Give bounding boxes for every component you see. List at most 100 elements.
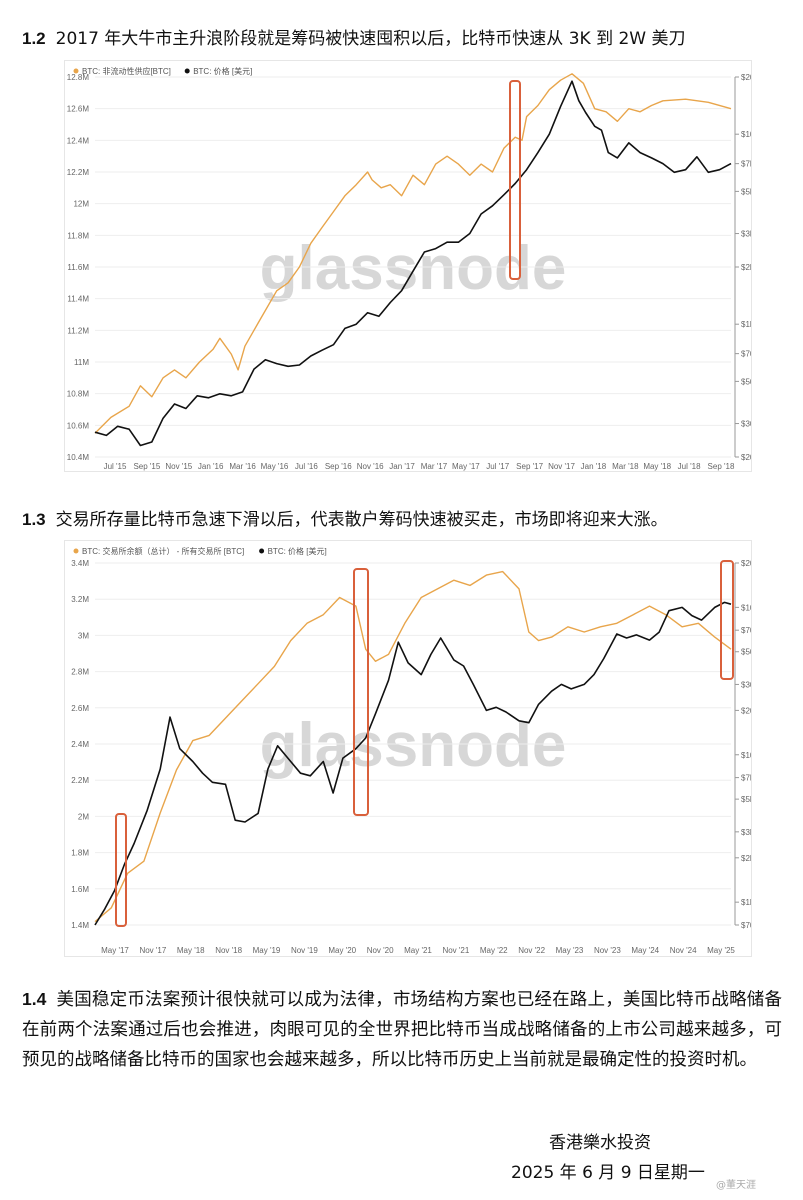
x-tick: May '16 bbox=[261, 462, 289, 471]
y-right-tick: $200 bbox=[741, 453, 751, 462]
legend-price-swatch bbox=[259, 548, 265, 554]
x-tick: Jan '18 bbox=[581, 462, 607, 471]
highlight-box bbox=[509, 80, 521, 280]
y-right-tick: $100k bbox=[741, 603, 751, 612]
x-tick: Nov '18 bbox=[215, 946, 242, 955]
y-right-tick: $70k bbox=[741, 626, 751, 635]
y-left-tick: 11.4M bbox=[67, 295, 89, 304]
x-tick: Nov '15 bbox=[165, 462, 192, 471]
y-right-tick: $10k bbox=[741, 751, 751, 760]
y-left-tick: 3M bbox=[78, 631, 89, 640]
glassnode-watermark: glassnode bbox=[260, 711, 567, 780]
y-left-tick: 10.4M bbox=[67, 453, 90, 462]
y-left-tick: 12.2M bbox=[67, 168, 90, 177]
y-left-tick: 11.6M bbox=[67, 263, 89, 272]
price-series-line bbox=[94, 601, 732, 926]
x-tick: Nov '20 bbox=[367, 946, 394, 955]
y-right-tick: $3k bbox=[741, 230, 751, 239]
y-right-tick: $10k bbox=[741, 130, 751, 139]
x-tick: May '25 bbox=[707, 946, 735, 955]
legend-supply-swatch bbox=[73, 548, 79, 554]
y-left-tick: 10.6M bbox=[67, 421, 90, 430]
y-right-tick: $500 bbox=[741, 377, 751, 386]
x-tick: Nov '16 bbox=[357, 462, 384, 471]
y-left-tick: 12M bbox=[73, 200, 89, 209]
x-tick: Nov '21 bbox=[442, 946, 469, 955]
y-left-tick: 1.6M bbox=[71, 885, 89, 894]
price-series-line bbox=[94, 80, 732, 447]
y-right-tick: $700 bbox=[741, 350, 751, 359]
x-tick: May '23 bbox=[556, 946, 584, 955]
paragraph-text: 美国稳定币法案预计很快就可以成为法律，市场结构方案也已经在路上，美国比特币战略储… bbox=[22, 990, 782, 1070]
x-tick: Jul '15 bbox=[104, 462, 127, 471]
x-tick: May '17 bbox=[101, 946, 129, 955]
x-tick: Jan '17 bbox=[389, 462, 415, 471]
x-tick: Nov '24 bbox=[670, 946, 697, 955]
section-number: 1.3 bbox=[22, 510, 46, 529]
x-tick: May '20 bbox=[328, 946, 356, 955]
x-tick: Mar '16 bbox=[229, 462, 256, 471]
x-tick: May '19 bbox=[253, 946, 281, 955]
y-left-tick: 12.6M bbox=[67, 105, 90, 114]
y-right-tick: $5k bbox=[741, 187, 751, 196]
legend-price: BTC: 价格 [美元] bbox=[193, 66, 252, 76]
y-left-tick: 11.2M bbox=[67, 326, 89, 335]
y-right-tick: $30k bbox=[741, 680, 751, 689]
x-tick: Jan '16 bbox=[198, 462, 224, 471]
legend-price-swatch bbox=[184, 68, 190, 74]
y-right-tick: $300 bbox=[741, 420, 751, 429]
supply-series-line bbox=[94, 73, 732, 434]
x-tick: Sep '17 bbox=[516, 462, 543, 471]
section-text: 2017 年大牛市主升浪阶段就是筹码被快速囤积以后，比特币快速从 3K 到 2W… bbox=[55, 29, 686, 49]
signature-date: 2025 年 6 月 9 日星期一 bbox=[511, 1163, 705, 1183]
x-tick: Mar '18 bbox=[612, 462, 639, 471]
y-left-tick: 12.8M bbox=[67, 73, 90, 82]
x-tick: May '21 bbox=[404, 946, 432, 955]
y-left-tick: 11.8M bbox=[67, 231, 89, 240]
highlight-box bbox=[353, 568, 369, 816]
x-tick: Nov '22 bbox=[518, 946, 545, 955]
section-number: 1.4 bbox=[22, 989, 47, 1009]
section-text: 交易所存量比特币急速下滑以后，代表散户筹码快速被买走，市场即将迎来大涨。 bbox=[55, 510, 668, 530]
x-tick: May '24 bbox=[631, 946, 659, 955]
y-right-tick: $50k bbox=[741, 648, 751, 657]
chart-exchange-balance: glassnode BTC: 交易所余额（总计） - 所有交易所 [BTC] BTC… bbox=[64, 540, 764, 957]
x-tick: May '18 bbox=[643, 462, 671, 471]
x-tick: May '22 bbox=[480, 946, 508, 955]
x-tick: May '18 bbox=[177, 946, 205, 955]
chart-1-svg: glassnode BTC: 非流动性供应[BTC] BTC: 价格 [美元] 12.… bbox=[67, 66, 760, 471]
y-right-tick: $2k bbox=[741, 854, 751, 863]
x-tick: Nov '23 bbox=[594, 946, 621, 955]
highlight-box bbox=[720, 560, 734, 680]
x-tick: Sep '18 bbox=[708, 462, 735, 471]
y-left-tick: 1.8M bbox=[71, 849, 89, 858]
y-left-tick: 12.4M bbox=[67, 136, 90, 145]
y-left-tick: 1.4M bbox=[71, 921, 89, 930]
legend-price: BTC: 价格 [美元] bbox=[268, 546, 327, 556]
legend-supply: BTC: 非流动性供应[BTC] bbox=[82, 66, 171, 76]
x-tick: Nov '19 bbox=[291, 946, 318, 955]
highlight-box bbox=[115, 813, 127, 927]
x-tick: Sep '16 bbox=[325, 462, 352, 471]
section-1-4-paragraph: 1.4 美国稳定币法案预计很快就可以成为法律，市场结构方案也已经在路上，美国比特币… bbox=[22, 984, 782, 1075]
y-right-tick: $20k bbox=[741, 706, 751, 715]
y-right-tick: $200k bbox=[741, 559, 751, 568]
y-left-tick: 3.4M bbox=[71, 559, 89, 568]
y-right-tick: $1k bbox=[741, 320, 751, 329]
y-left-tick: 3.2M bbox=[71, 595, 89, 604]
section-1-3-heading: 1.3 交易所存量比特币急速下滑以后，代表散户筹码快速被买走，市场即将迎来大涨。 bbox=[22, 508, 668, 532]
glassnode-watermark: glassnode bbox=[260, 234, 567, 303]
x-tick: Nov '17 bbox=[139, 946, 166, 955]
y-left-tick: 2.6M bbox=[71, 704, 89, 713]
legend-supply: BTC: 交易所余额（总计） - 所有交易所 [BTC] bbox=[82, 546, 244, 556]
y-left-tick: 11M bbox=[74, 358, 89, 367]
supply-series-line bbox=[94, 570, 732, 923]
x-tick: May '17 bbox=[452, 462, 480, 471]
section-number: 1.2 bbox=[22, 29, 46, 48]
legend-supply-swatch bbox=[73, 68, 79, 74]
x-tick: Sep '15 bbox=[133, 462, 160, 471]
chart-2-svg: glassnode BTC: 交易所余额（总计） - 所有交易所 [BTC] BTC… bbox=[71, 546, 764, 955]
chart-illiquid-supply: glassnode BTC: 非流动性供应[BTC] BTC: 价格 [美元] 12.… bbox=[64, 60, 760, 472]
y-right-tick: $2k bbox=[741, 263, 751, 272]
y-right-tick: $700 bbox=[741, 921, 751, 930]
